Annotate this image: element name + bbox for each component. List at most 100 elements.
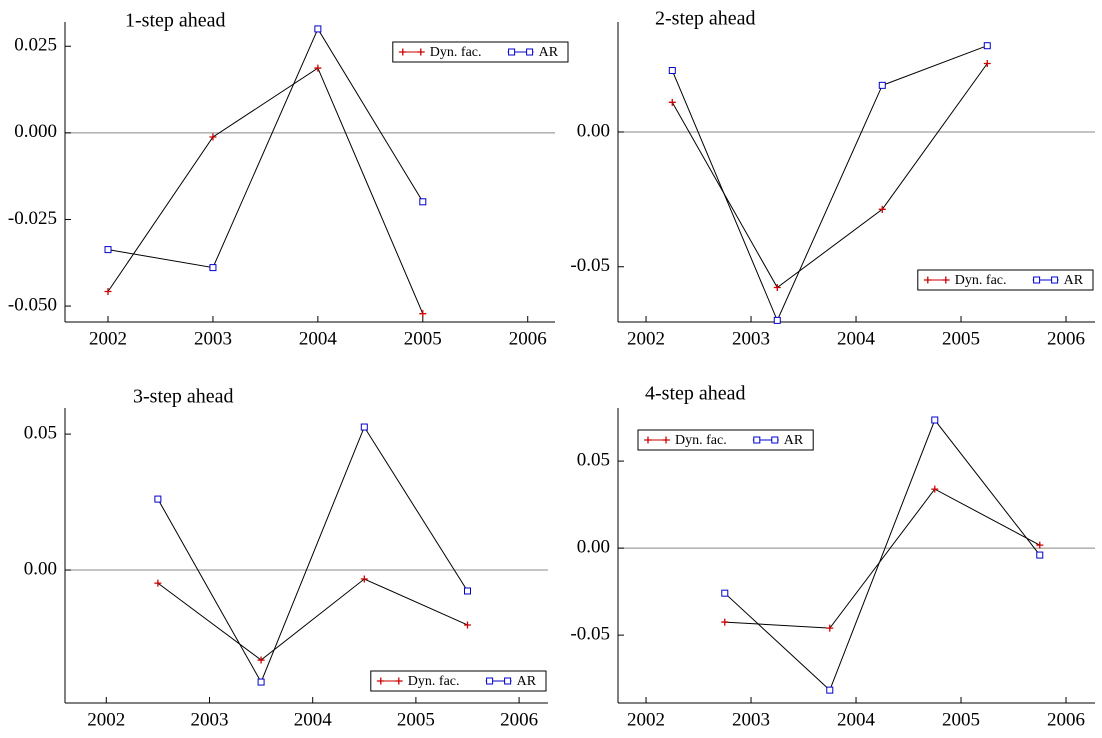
marker-square [1036,551,1044,559]
legend-label: Dyn. fac. [955,273,1007,288]
legend-label: Dyn. fac. [408,674,460,689]
marker-plus [878,205,886,213]
marker-square [504,677,512,685]
panel-title: 4-step ahead [645,383,746,405]
marker-square [526,48,534,56]
series-line [107,27,424,269]
y-tick-label: 0.00 [577,536,610,557]
x-tick-label: 2006 [500,709,538,730]
marker-square [771,436,779,444]
marker-square [878,81,886,89]
marker-square [753,436,761,444]
panel-title: 2-step ahead [655,8,756,30]
x-tick-label: 2005 [404,328,442,349]
x-tick-label: 2003 [190,709,228,730]
marker-square [826,686,834,694]
marker-square [154,495,162,503]
x-tick-label: 2003 [194,328,232,349]
x-tick-label: 2002 [627,328,665,349]
marker-plus [419,310,427,318]
marker-plus [942,276,950,284]
marker-plus [826,624,834,632]
marker-plus [668,98,676,106]
x-tick-label: 2006 [1047,709,1085,730]
marker-square [983,42,991,50]
y-tick-label: -0.05 [570,623,610,644]
marker-square [314,25,322,33]
marker-plus [395,677,403,685]
series-line [107,67,424,314]
marker-plus [644,436,652,444]
marker-square [464,587,471,595]
panel: 2-step ahead 0.00 -0.05 2002 2003 2004 2005 200… [570,8,1095,349]
marker-plus [721,618,729,626]
marker-plus [464,621,471,629]
marker-square [257,678,265,686]
x-tick-label: 2006 [509,328,547,349]
marker-plus [399,48,407,56]
y-tick-label: 0.000 [14,121,57,142]
panel: 1-step ahead 0.025 0.000 -0.025 -0.050 2002 20… [8,10,569,349]
legend-box [370,670,547,692]
legend-label: AR [517,674,537,689]
marker-plus [924,276,932,284]
marker-square [1051,276,1059,284]
marker-plus [209,133,217,141]
y-tick-label: 0.05 [24,422,57,443]
marker-square [1033,276,1041,284]
legend-label: AR [1064,273,1084,288]
x-tick-label: 2005 [942,709,980,730]
marker-square [721,589,729,597]
marker-square [104,246,112,254]
marker-plus [1036,541,1044,549]
panel: 4-step ahead 0.05 0.00 -0.05 2002 2003 2004 200… [570,383,1095,730]
series-line [724,488,1041,629]
y-tick-label: 0.00 [24,558,57,579]
series-line [724,419,1041,691]
panel: 3-step ahead 0.05 0.00 2002 2003 2004 2005 2006… [24,386,548,730]
panel-title: 1-step ahead [125,10,226,32]
series-line [671,63,988,289]
y-tick-label: -0.05 [570,255,610,276]
y-tick-label: 0.025 [14,35,57,56]
x-tick-label: 2005 [397,709,435,730]
x-tick-label: 2002 [89,328,127,349]
legend-box [392,41,569,63]
x-tick-label: 2002 [627,709,665,730]
marker-square [486,677,494,685]
marker-plus [662,436,670,444]
y-tick-label: 0.00 [577,120,610,141]
marker-plus [314,64,322,72]
marker-square [668,67,676,75]
marker-plus [417,48,425,56]
marker-plus [983,60,991,68]
legend-label: AR [539,45,559,60]
y-tick-label: 0.05 [577,449,610,470]
series-line [671,45,988,322]
legend-label: Dyn. fac. [675,433,727,448]
marker-plus [154,579,162,587]
marker-square [360,423,368,431]
marker-square [931,416,939,424]
panel-title: 3-step ahead [133,386,234,408]
legend-label: AR [784,433,804,448]
marker-plus [104,288,112,296]
marker-plus [773,283,781,291]
marker-plus [360,575,368,583]
marker-plus [931,485,939,493]
series-line [157,425,468,684]
x-tick-label: 2002 [87,709,125,730]
marker-plus [257,656,265,664]
marker-square [419,198,427,206]
legend-box [917,269,1094,291]
x-tick-label: 2003 [732,328,770,349]
marker-square [773,316,781,324]
x-tick-label: 2005 [942,328,980,349]
series-line [157,578,468,661]
legend-label: Dyn. fac. [430,45,482,60]
x-tick-label: 2004 [299,328,338,349]
x-tick-label: 2004 [294,709,333,730]
marker-plus [377,677,385,685]
x-tick-label: 2004 [837,328,876,349]
